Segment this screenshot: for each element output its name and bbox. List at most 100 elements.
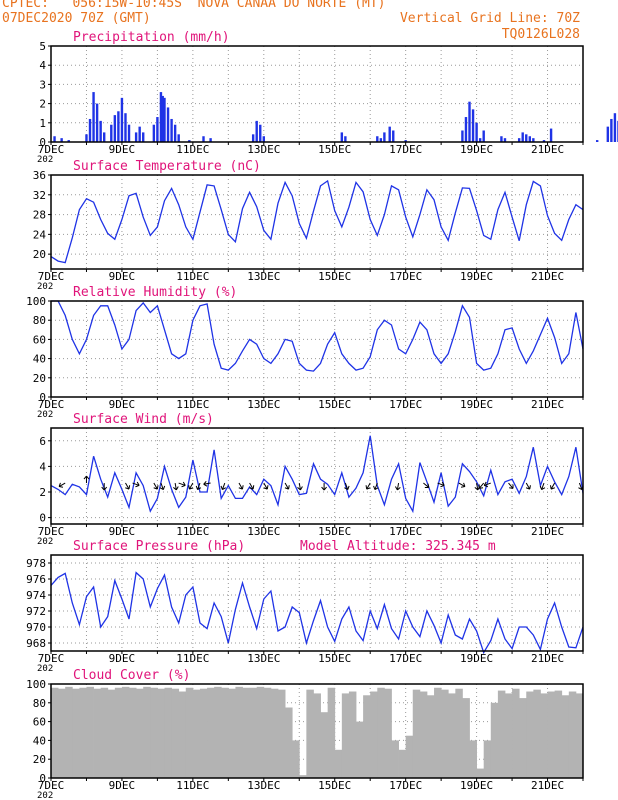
cloud-bar [292,740,300,778]
x-tick-label: 19DEC [460,143,493,156]
precip-bar [478,138,482,142]
humidity-panel: 0 20 40 60 80 100 7DEC 9DEC 11DEC 13DEC 15DEC 17DEC… [26,285,584,420]
cloud-bar [426,695,435,778]
temp-frame [50,174,584,270]
x-tick-label: 15DEC [318,652,351,665]
cloud-bar [384,688,392,778]
cloud-bar [575,693,584,778]
wind-arrow-head [188,485,190,490]
cloud-bar [348,691,357,778]
precip-bar [120,97,124,142]
wind-arrow [188,482,194,490]
y-tick-label: 80 [33,314,46,327]
pressure-panel: 968 970 972 974 976 978 7DEC 9DEC 11DEC 13DEC 15DE… [26,539,584,674]
cloud-bar [270,688,279,778]
cloud-bar [526,691,534,778]
init-time: 07DEC2020 70Z (GMT) [2,11,151,26]
cloud-bar [51,687,59,778]
x-tick-label: 15DEC [318,525,351,538]
cloud-bar [476,768,485,778]
precip-bar [468,101,471,142]
wind-arrow-head [344,487,349,491]
y-tick-label: 100 [26,295,46,308]
wind-arrow-head [284,487,289,490]
x-tick-label: 13DEC [247,398,280,411]
wind-arrow [58,482,66,487]
precip-bar [127,124,131,142]
wind-arrow-head [162,485,166,490]
wind-arrow [298,482,301,491]
x-tick-label: 7DEC [38,652,65,665]
precip-bar [475,122,478,142]
wind-arrow [203,482,211,485]
wind-arrow-head [397,487,401,491]
y-tick-label: 5 [39,40,46,53]
y-tick-label: 4 [39,460,46,473]
y-tick-label: 100 [26,678,46,691]
cloud-bar [327,687,336,778]
cloud-bar [143,686,151,778]
cloud-bar [320,712,329,778]
precip-bar [110,124,113,142]
y-tick-label: 0 [39,136,46,149]
y-tick-label: 28 [33,209,46,222]
y-tick-label: 6 [39,435,46,448]
y-tick-label: 968 [26,637,46,650]
chart-header: CPTEC: 056:15W-10:45S NOVA CANAA DO NORT… [0,0,618,45]
y-tick-label: 0 [39,391,46,404]
cloud-bar [405,735,414,778]
cloud-bar [171,688,180,778]
cloud-bar [469,740,477,778]
cloud-bar [86,686,94,778]
wind-arrow [178,482,186,486]
pressure-plot-area [51,555,583,651]
cloud-bar [462,698,470,778]
x-tick-label: 15DEC [318,398,351,411]
wind-arrow-head [440,484,445,488]
cloud-bar [299,775,307,778]
cloud-bar [93,688,102,778]
cloud-title: Cloud Cover (%) [73,668,190,683]
cloud-bar [363,695,371,778]
wind-panel: 0 2 4 6 7DEC 9DEC 11DEC 13DEC 15DEC 17DEC 19DEC 21D… [37,412,584,547]
wind-frame [50,427,584,525]
wind-arrow-head [550,487,555,490]
precip-bar [344,136,347,142]
x-tick-label: 21DEC [531,652,564,665]
cloud-bar [334,749,343,778]
humidity-title: Relative Humidity (%) [73,285,237,300]
wind-arrow-head [197,487,202,491]
wind-arrow-head [549,485,552,490]
y-tick-label: 970 [26,621,46,634]
year-label: 202 [37,791,53,800]
precip-bar [88,118,92,142]
cloud-bar [370,691,378,778]
precip-panel: 0 1 2 3 4 5 7DEC 9DEC 11DEC 13DEC 15DEC 17DEC 19DEC 2… [37,30,618,165]
y-tick-label: 0 [39,512,46,525]
year-label: 202 [37,282,53,292]
precip-bar [95,103,99,142]
wind-arrow [374,482,378,490]
wind-arrow-head [83,475,87,480]
wind-arrow-head [173,487,177,491]
precip-bar [161,95,164,142]
wind-arrow-head [578,487,583,491]
y-tick-label: 60 [33,333,46,346]
cloud-bar [207,687,215,778]
wind-arrow-head [128,485,131,490]
x-tick-label: 19DEC [460,525,493,538]
precip-bar [170,118,173,142]
precip-bar [173,124,177,142]
cloud-bar [306,689,314,778]
precip-bar [138,126,141,142]
cloud-frame [50,683,584,779]
cloud-bar [199,688,208,778]
cloud-bar [121,686,130,778]
cloud-bar [100,687,109,778]
x-tick-label: 13DEC [247,270,280,283]
wind-arrow-head [479,487,484,489]
cloud-bar [448,693,456,778]
wind-arrow [458,482,466,487]
x-tick-label: 17DEC [389,143,422,156]
wind-arrow-head [220,485,223,490]
